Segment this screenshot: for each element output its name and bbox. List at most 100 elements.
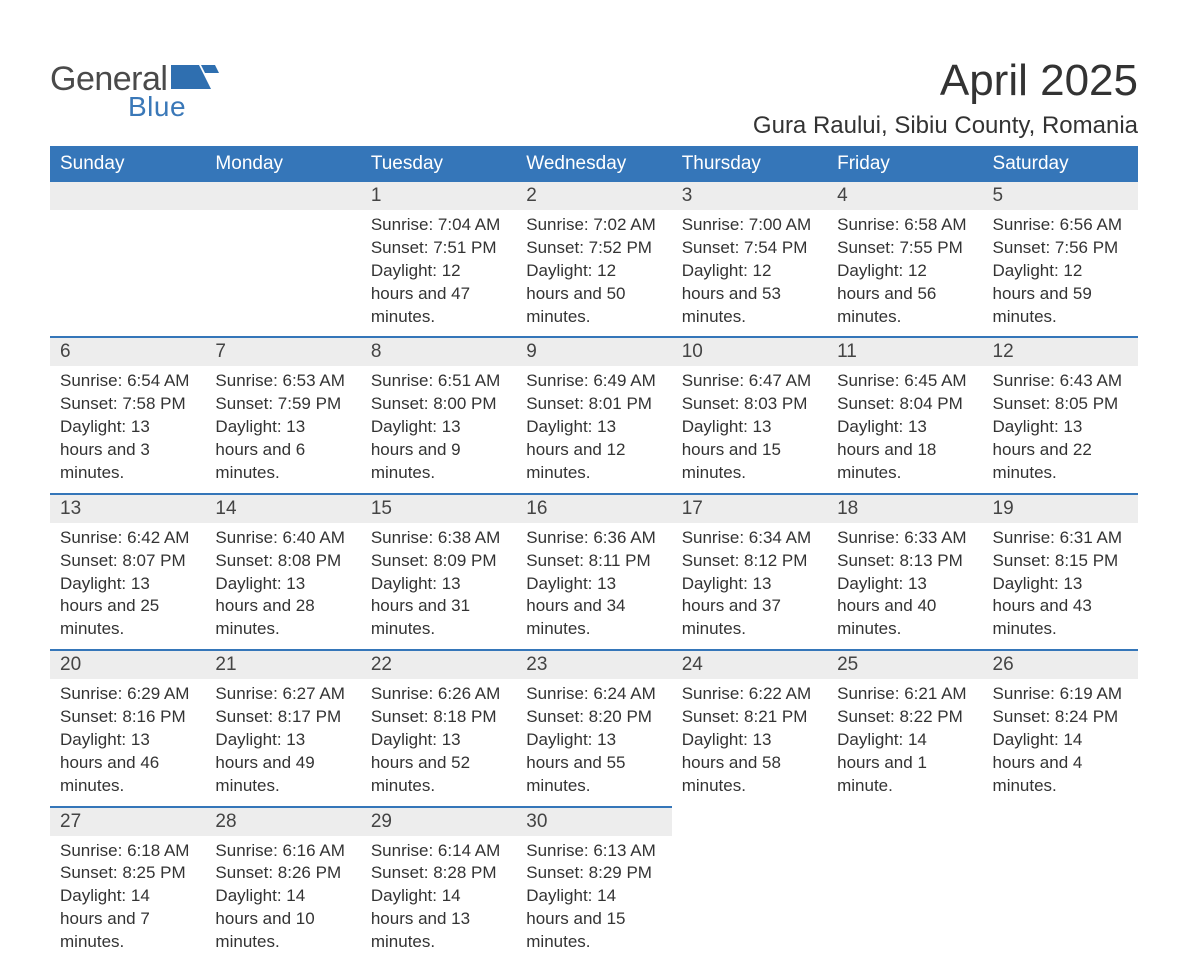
calendar-day-cell [672, 806, 827, 962]
day-number [205, 182, 360, 210]
month-title: April 2025 [753, 56, 1138, 106]
calendar-day-cell: 10Sunrise: 6:47 AMSunset: 8:03 PMDayligh… [672, 336, 827, 492]
calendar-day-cell: 6Sunrise: 6:54 AMSunset: 7:58 PMDaylight… [50, 336, 205, 492]
day-detail-text: Sunrise: 6:19 AMSunset: 8:24 PMDaylight:… [983, 679, 1138, 806]
day-number [827, 806, 982, 834]
calendar-day-cell: 15Sunrise: 6:38 AMSunset: 8:09 PMDayligh… [361, 493, 516, 649]
day-detail-text: Sunrise: 6:45 AMSunset: 8:04 PMDaylight:… [827, 366, 982, 493]
day-number: 15 [361, 493, 516, 523]
calendar-day-cell [50, 182, 205, 336]
day-number: 6 [50, 336, 205, 366]
day-detail-text: Sunrise: 6:33 AMSunset: 8:13 PMDaylight:… [827, 523, 982, 650]
calendar-week-row: 13Sunrise: 6:42 AMSunset: 8:07 PMDayligh… [50, 493, 1138, 649]
day-number [672, 806, 827, 834]
calendar-day-cell: 1Sunrise: 7:04 AMSunset: 7:51 PMDaylight… [361, 182, 516, 336]
calendar-week-row: 27Sunrise: 6:18 AMSunset: 8:25 PMDayligh… [50, 806, 1138, 962]
day-number: 1 [361, 182, 516, 210]
day-detail-text: Sunrise: 6:56 AMSunset: 7:56 PMDaylight:… [983, 210, 1138, 337]
calendar-day-cell: 4Sunrise: 6:58 AMSunset: 7:55 PMDaylight… [827, 182, 982, 336]
brand-logo: General Blue [50, 40, 219, 123]
day-detail-text: Sunrise: 6:40 AMSunset: 8:08 PMDaylight:… [205, 523, 360, 650]
day-detail-text: Sunrise: 6:24 AMSunset: 8:20 PMDaylight:… [516, 679, 671, 806]
calendar-week-row: 1Sunrise: 7:04 AMSunset: 7:51 PMDaylight… [50, 182, 1138, 336]
day-number: 9 [516, 336, 671, 366]
day-detail-text: Sunrise: 6:18 AMSunset: 8:25 PMDaylight:… [50, 836, 205, 962]
day-number: 27 [50, 806, 205, 836]
day-number: 28 [205, 806, 360, 836]
day-detail-text: Sunrise: 6:36 AMSunset: 8:11 PMDaylight:… [516, 523, 671, 650]
day-number: 18 [827, 493, 982, 523]
day-number: 4 [827, 182, 982, 210]
day-detail-text: Sunrise: 6:42 AMSunset: 8:07 PMDaylight:… [50, 523, 205, 650]
calendar-day-cell: 3Sunrise: 7:00 AMSunset: 7:54 PMDaylight… [672, 182, 827, 336]
dayhead-sun: Sunday [50, 146, 205, 182]
calendar-body: 1Sunrise: 7:04 AMSunset: 7:51 PMDaylight… [50, 182, 1138, 962]
calendar-day-cell: 28Sunrise: 6:16 AMSunset: 8:26 PMDayligh… [205, 806, 360, 962]
day-number: 3 [672, 182, 827, 210]
calendar-table: Sunday Monday Tuesday Wednesday Thursday… [50, 146, 1138, 962]
day-number: 26 [983, 649, 1138, 679]
day-number: 10 [672, 336, 827, 366]
calendar-day-cell: 14Sunrise: 6:40 AMSunset: 8:08 PMDayligh… [205, 493, 360, 649]
day-number: 17 [672, 493, 827, 523]
day-number: 11 [827, 336, 982, 366]
day-number: 2 [516, 182, 671, 210]
calendar-day-cell: 8Sunrise: 6:51 AMSunset: 8:00 PMDaylight… [361, 336, 516, 492]
calendar-day-cell [205, 182, 360, 336]
location-subtitle: Gura Raului, Sibiu County, Romania [753, 112, 1138, 140]
dayhead-sat: Saturday [983, 146, 1138, 182]
day-detail-text: Sunrise: 6:31 AMSunset: 8:15 PMDaylight:… [983, 523, 1138, 650]
day-number: 19 [983, 493, 1138, 523]
day-detail-text: Sunrise: 6:34 AMSunset: 8:12 PMDaylight:… [672, 523, 827, 650]
calendar-day-cell: 20Sunrise: 6:29 AMSunset: 8:16 PMDayligh… [50, 649, 205, 805]
day-number: 22 [361, 649, 516, 679]
calendar-week-row: 6Sunrise: 6:54 AMSunset: 7:58 PMDaylight… [50, 336, 1138, 492]
day-detail-text: Sunrise: 6:29 AMSunset: 8:16 PMDaylight:… [50, 679, 205, 806]
day-detail-text: Sunrise: 6:26 AMSunset: 8:18 PMDaylight:… [361, 679, 516, 806]
day-detail-text: Sunrise: 7:00 AMSunset: 7:54 PMDaylight:… [672, 210, 827, 337]
calendar-day-cell: 17Sunrise: 6:34 AMSunset: 8:12 PMDayligh… [672, 493, 827, 649]
day-detail-text: Sunrise: 6:14 AMSunset: 8:28 PMDaylight:… [361, 836, 516, 962]
day-detail-text: Sunrise: 7:04 AMSunset: 7:51 PMDaylight:… [361, 210, 516, 337]
day-detail-text: Sunrise: 6:16 AMSunset: 8:26 PMDaylight:… [205, 836, 360, 962]
calendar-day-cell: 27Sunrise: 6:18 AMSunset: 8:25 PMDayligh… [50, 806, 205, 962]
day-detail-text: Sunrise: 6:53 AMSunset: 7:59 PMDaylight:… [205, 366, 360, 493]
calendar-page: General Blue April 2025 Gura Raului, Sib… [0, 0, 1188, 962]
calendar-day-cell: 30Sunrise: 6:13 AMSunset: 8:29 PMDayligh… [516, 806, 671, 962]
calendar-day-cell: 11Sunrise: 6:45 AMSunset: 8:04 PMDayligh… [827, 336, 982, 492]
dayhead-fri: Friday [827, 146, 982, 182]
calendar-day-cell: 25Sunrise: 6:21 AMSunset: 8:22 PMDayligh… [827, 649, 982, 805]
day-number: 12 [983, 336, 1138, 366]
day-number [50, 182, 205, 210]
day-number: 23 [516, 649, 671, 679]
dayhead-tue: Tuesday [361, 146, 516, 182]
day-detail-text: Sunrise: 6:27 AMSunset: 8:17 PMDaylight:… [205, 679, 360, 806]
calendar-day-cell: 7Sunrise: 6:53 AMSunset: 7:59 PMDaylight… [205, 336, 360, 492]
day-detail-text: Sunrise: 6:22 AMSunset: 8:21 PMDaylight:… [672, 679, 827, 806]
title-block: April 2025 Gura Raului, Sibiu County, Ro… [753, 40, 1138, 140]
day-detail-text: Sunrise: 6:51 AMSunset: 8:00 PMDaylight:… [361, 366, 516, 493]
calendar-day-cell: 29Sunrise: 6:14 AMSunset: 8:28 PMDayligh… [361, 806, 516, 962]
dayhead-mon: Monday [205, 146, 360, 182]
day-detail-text: Sunrise: 6:38 AMSunset: 8:09 PMDaylight:… [361, 523, 516, 650]
day-detail-text: Sunrise: 6:47 AMSunset: 8:03 PMDaylight:… [672, 366, 827, 493]
calendar-day-cell: 12Sunrise: 6:43 AMSunset: 8:05 PMDayligh… [983, 336, 1138, 492]
calendar-day-cell: 24Sunrise: 6:22 AMSunset: 8:21 PMDayligh… [672, 649, 827, 805]
day-detail-text: Sunrise: 6:21 AMSunset: 8:22 PMDaylight:… [827, 679, 982, 806]
day-number: 14 [205, 493, 360, 523]
header-bar: General Blue April 2025 Gura Raului, Sib… [50, 40, 1138, 140]
day-detail-text: Sunrise: 6:43 AMSunset: 8:05 PMDaylight:… [983, 366, 1138, 493]
calendar-day-cell: 23Sunrise: 6:24 AMSunset: 8:20 PMDayligh… [516, 649, 671, 805]
day-number: 30 [516, 806, 671, 836]
day-number: 24 [672, 649, 827, 679]
day-number: 29 [361, 806, 516, 836]
calendar-day-cell: 21Sunrise: 6:27 AMSunset: 8:17 PMDayligh… [205, 649, 360, 805]
day-number: 25 [827, 649, 982, 679]
day-number: 5 [983, 182, 1138, 210]
day-number: 13 [50, 493, 205, 523]
calendar-day-cell: 18Sunrise: 6:33 AMSunset: 8:13 PMDayligh… [827, 493, 982, 649]
day-number: 7 [205, 336, 360, 366]
day-number [983, 806, 1138, 834]
calendar-day-cell: 13Sunrise: 6:42 AMSunset: 8:07 PMDayligh… [50, 493, 205, 649]
calendar-day-cell: 22Sunrise: 6:26 AMSunset: 8:18 PMDayligh… [361, 649, 516, 805]
